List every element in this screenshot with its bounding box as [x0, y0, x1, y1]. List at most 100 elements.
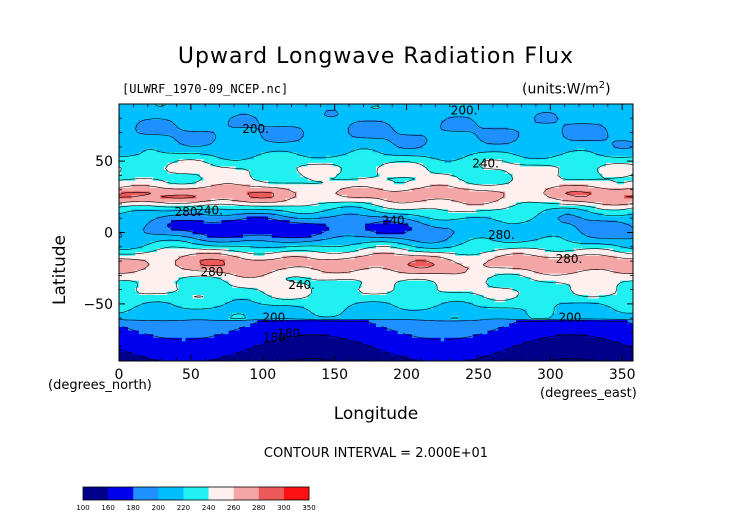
heatmap-cell — [192, 152, 197, 157]
heatmap-cell — [203, 130, 208, 135]
heatmap-cell — [372, 220, 377, 225]
heatmap-cell — [340, 141, 345, 146]
heatmap-cell — [566, 137, 571, 143]
heatmap-cell — [437, 166, 442, 171]
x-units-note: (degrees_east) — [540, 386, 637, 401]
heatmap-cell — [311, 170, 316, 175]
heatmap-cell — [437, 148, 442, 153]
heatmap-cell — [322, 159, 327, 164]
heatmap-cell — [519, 220, 524, 225]
heatmap-cell — [390, 209, 395, 214]
heatmap-cell — [289, 123, 294, 128]
heatmap-cell — [358, 123, 363, 128]
heatmap-cell — [181, 173, 187, 178]
heatmap-cell — [397, 120, 402, 125]
heatmap-cell — [246, 220, 251, 225]
heatmap-cell — [156, 159, 161, 164]
heatmap-cell — [376, 152, 381, 157]
heatmap-cell — [257, 162, 262, 168]
heatmap-cell — [480, 180, 485, 185]
heatmap-cell — [203, 159, 208, 164]
heatmap-cell — [264, 159, 269, 164]
heatmap-cell — [501, 127, 506, 132]
heatmap-cell — [487, 198, 492, 203]
heatmap-cell — [562, 162, 568, 168]
heatmap-cell — [588, 173, 593, 178]
heatmap-cell — [343, 134, 348, 139]
heatmap-cell — [185, 177, 190, 182]
heatmap-cell — [573, 145, 578, 150]
heatmap-cell — [131, 209, 136, 214]
heatmap-cell — [595, 166, 600, 171]
heatmap-cell — [573, 177, 578, 182]
heatmap-cell — [390, 216, 395, 221]
heatmap-cell — [239, 159, 244, 164]
heatmap-cell — [239, 191, 244, 196]
heatmap-cell — [580, 137, 586, 143]
heatmap-cell — [455, 166, 460, 171]
heatmap-cell — [181, 123, 187, 128]
heatmap-cell — [462, 220, 467, 225]
heatmap-cell — [519, 177, 524, 182]
heatmap-cell — [178, 109, 183, 114]
heatmap-cell — [620, 212, 625, 218]
heatmap-cell — [163, 130, 169, 135]
heatmap-cell — [393, 223, 399, 228]
heatmap-cell — [225, 152, 230, 157]
heatmap-cell — [347, 220, 352, 225]
heatmap-cell — [624, 187, 629, 193]
heatmap-cell — [243, 109, 248, 114]
heatmap-cell — [361, 130, 366, 135]
heatmap-cell — [131, 155, 136, 160]
heatmap-cell — [566, 127, 571, 132]
heatmap-cell — [383, 127, 388, 132]
heatmap-cell — [221, 141, 226, 146]
heatmap-cell — [318, 223, 323, 228]
heatmap-cell — [174, 141, 179, 146]
heatmap-cell — [275, 112, 280, 118]
heatmap-cell — [167, 209, 172, 214]
heatmap-cell — [239, 152, 244, 157]
heatmap-cell — [415, 162, 420, 168]
heatmap-cell — [332, 116, 338, 121]
heatmap-cell — [250, 145, 255, 150]
heatmap-cell — [127, 220, 133, 225]
heatmap-cell — [570, 104, 575, 107]
heatmap-cell — [620, 170, 625, 175]
heatmap-cell — [426, 191, 431, 196]
heatmap-cell — [278, 130, 284, 135]
heatmap-cell — [343, 223, 348, 228]
heatmap-cell — [566, 166, 571, 171]
heatmap-cell — [358, 205, 363, 210]
heatmap-cell — [119, 155, 122, 160]
heatmap-cell — [512, 116, 517, 121]
heatmap-cell — [566, 184, 571, 189]
heatmap-cell — [196, 120, 201, 125]
heatmap-cell — [358, 152, 363, 157]
heatmap-cell — [336, 173, 341, 178]
heatmap-cell — [178, 120, 183, 125]
heatmap-cell — [343, 127, 348, 132]
heatmap-cell — [239, 195, 244, 200]
heatmap-cell — [293, 220, 298, 225]
heatmap-cell — [534, 191, 539, 196]
heatmap-cell — [343, 141, 348, 146]
heatmap-cell — [419, 205, 424, 210]
heatmap-cell — [613, 148, 618, 153]
heatmap-cell — [300, 205, 305, 210]
heatmap-cell — [372, 170, 377, 175]
heatmap-cell — [552, 104, 557, 107]
heatmap-cell — [347, 184, 352, 189]
heatmap-cell — [613, 137, 618, 143]
heatmap-cell — [552, 155, 557, 160]
heatmap-cell — [598, 205, 604, 210]
heatmap-cell — [196, 148, 201, 153]
heatmap-cell — [329, 137, 334, 143]
heatmap-cell — [426, 127, 431, 132]
heatmap-cell — [228, 141, 233, 146]
heatmap-cell — [199, 145, 205, 150]
heatmap-cell — [566, 134, 571, 139]
heatmap-cell — [174, 216, 179, 221]
heatmap-cell — [314, 187, 320, 193]
heatmap-cell — [534, 148, 539, 153]
